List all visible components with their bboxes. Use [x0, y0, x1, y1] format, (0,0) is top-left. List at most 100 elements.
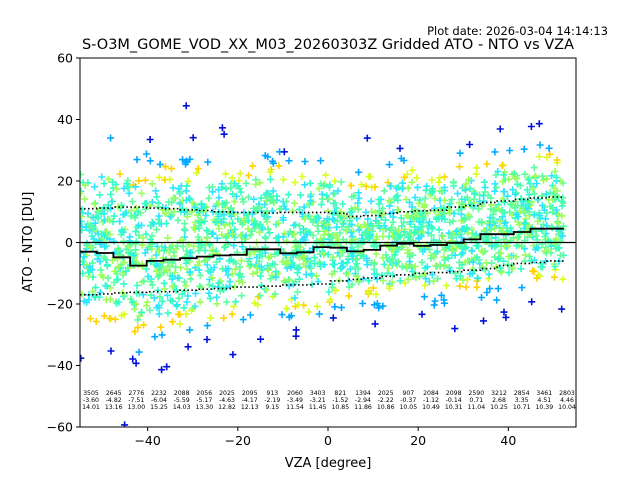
scatter-point [463, 194, 471, 201]
scatter-point [153, 267, 161, 275]
scatter-point [363, 134, 371, 142]
scatter-point [411, 223, 419, 231]
scatter-point [257, 263, 265, 271]
scatter-point [517, 227, 525, 235]
bin-stat-std: 14.01 [82, 404, 100, 411]
scatter-point [98, 230, 105, 238]
scatter-point [421, 194, 429, 202]
scatter-point [213, 300, 221, 308]
scatter-point [218, 124, 226, 132]
bin-stat-mean: 3.35 [515, 397, 529, 404]
scatter-point [303, 231, 311, 238]
scatter-point [398, 263, 406, 271]
scatter-point [388, 278, 396, 286]
scatter-point [487, 225, 495, 233]
scatter-point [122, 267, 130, 275]
scatter-point [215, 186, 222, 194]
scatter-point [301, 158, 309, 165]
scatter-point [539, 221, 547, 229]
bin-stat-std: 10.85 [331, 404, 349, 411]
scatter-point [269, 187, 277, 195]
scatter-point [329, 260, 337, 268]
scatter-point [84, 210, 92, 218]
scatter-point [183, 247, 190, 255]
bin-stat-mean: -3.49 [287, 397, 303, 404]
scatter-point [253, 253, 261, 261]
scatter-point [315, 310, 323, 318]
scatter-point [526, 201, 534, 209]
scatter-point [279, 233, 287, 241]
scatter-point [143, 150, 150, 158]
scatter-point [203, 226, 211, 234]
scatter-point [161, 163, 169, 171]
scatter-point [182, 102, 190, 110]
scatter-point [183, 213, 191, 221]
bin-stat-std: 10.39 [535, 404, 553, 411]
scatter-point [157, 323, 165, 331]
scatter-point [317, 263, 325, 270]
scatter-point [96, 191, 104, 199]
scatter-point [428, 189, 436, 197]
scatter-point [456, 163, 463, 171]
scatter-point [464, 229, 472, 237]
scatter-point [182, 310, 190, 318]
bin-stat-mean: -4.82 [106, 397, 122, 404]
scatter-point [285, 313, 293, 321]
scatter-point [169, 184, 177, 192]
scatter-point [554, 211, 562, 219]
scatter-point [514, 213, 522, 221]
scatter-point [228, 230, 236, 238]
scatter-point [299, 235, 307, 243]
scatter-point [143, 298, 151, 306]
scatter-point [287, 263, 295, 271]
scatter-point [372, 209, 379, 216]
scatter-point [91, 219, 99, 227]
scatter-point [269, 197, 277, 205]
bin-stat-n: 3212 [491, 390, 507, 397]
scatter-point [493, 296, 501, 304]
scatter-point [269, 157, 276, 165]
scatter-point [190, 242, 198, 250]
scatter-point [213, 293, 221, 301]
scatter-point [106, 314, 114, 322]
scatter-point [439, 232, 447, 240]
scatter-point [491, 148, 499, 156]
scatter-point [346, 265, 354, 273]
scatter-point [355, 226, 363, 234]
scatter-point [80, 226, 86, 234]
scatter-point [318, 250, 326, 258]
scatter-point [500, 235, 508, 243]
scatter-point [138, 189, 146, 197]
scatter-point [158, 297, 166, 305]
scatter-point [237, 188, 245, 196]
scatter-point [546, 150, 554, 158]
scatter-point [462, 283, 470, 291]
scatter-point [478, 247, 486, 255]
scatter-point [401, 231, 409, 239]
scatter-point [200, 207, 207, 215]
scatter-point [262, 286, 270, 294]
scatter-point [111, 267, 119, 275]
y-tick-label: −60 [47, 420, 73, 435]
scatter-point [257, 194, 265, 202]
scatter-point [344, 277, 352, 285]
scatter-point [160, 247, 168, 254]
scatter-point [471, 232, 479, 239]
scatter-point [362, 208, 370, 216]
scatter-point [408, 264, 415, 272]
scatter-point [235, 277, 243, 285]
scatter-point [232, 298, 240, 306]
scatter-point [108, 198, 116, 206]
bin-stat-n: 2025 [378, 390, 394, 397]
scatter-point [95, 206, 103, 214]
scatter-point [379, 277, 387, 285]
scatter-point [183, 298, 191, 306]
scatter-point [461, 244, 469, 252]
scatter-point [363, 257, 371, 265]
x-tick-label: −40 [134, 433, 160, 448]
scatter-point [314, 227, 322, 235]
bin-stat-n: 2056 [196, 390, 212, 397]
scatter-point [86, 315, 94, 323]
scatter-point [193, 169, 201, 177]
scatter-point [368, 222, 376, 230]
